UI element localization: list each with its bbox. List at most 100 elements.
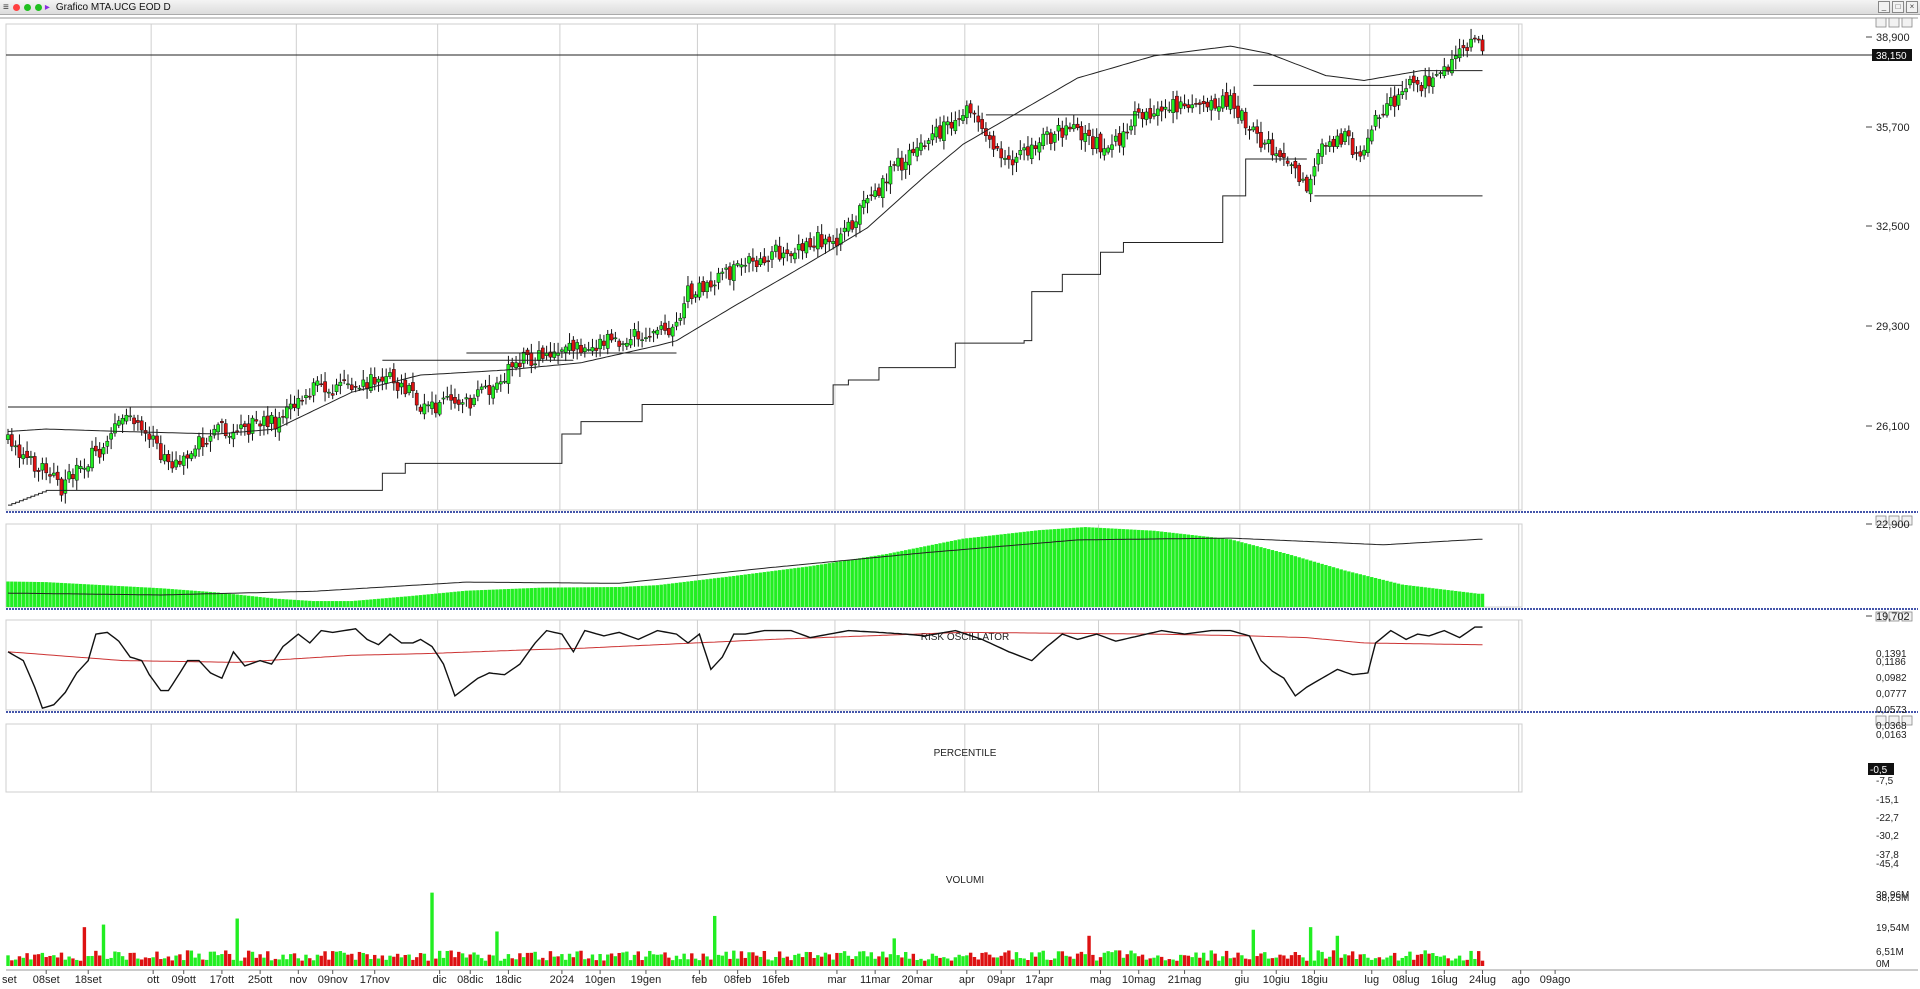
risk-oscillator-bar (468, 590, 472, 607)
percentile-title: PERCENTILE (934, 748, 997, 759)
candle-up (575, 342, 580, 350)
candle-up (174, 459, 178, 468)
risk-oscillator-bar (621, 586, 625, 607)
risk-oscillator-title: RISK OSCILLATOR (921, 632, 1010, 643)
x-axis-label: 17apr (1025, 974, 1053, 986)
risk-oscillator-bar (67, 583, 71, 607)
price-stop-line (8, 158, 1307, 506)
volume-bar-down (1091, 954, 1095, 966)
volume-bar-down (1259, 953, 1263, 966)
risk-oscillator-bar (1056, 528, 1061, 607)
candle-down (349, 384, 354, 391)
x-axis-label: 18set (75, 974, 102, 986)
price-panel-min-button[interactable] (1875, 17, 1887, 28)
risk-oscillator-bar (120, 586, 125, 607)
risk-oscillator-bar (52, 582, 56, 607)
risk-oscillator-bar (33, 581, 37, 607)
candle-up (1171, 99, 1175, 113)
risk-oscillator-bar (1163, 532, 1168, 607)
status-dot-green-2 (34, 3, 42, 11)
risk-oscillator-bar (552, 587, 556, 607)
volume-bar-up (674, 955, 679, 966)
volume-bar-down (246, 950, 251, 966)
x-axis-label: 19gen (631, 974, 662, 986)
risk-oscillator-bar (667, 583, 671, 607)
volume-panel-close-button[interactable] (1901, 715, 1913, 726)
volume-panel-min-button[interactable] (1875, 715, 1887, 726)
price-panel-frame (5, 23, 1523, 511)
candle-down (158, 443, 163, 460)
volume-bar-up (648, 950, 652, 966)
risk-oscillator-bar (101, 585, 106, 607)
percentile-panel-close-button[interactable] (1901, 611, 1913, 622)
volume-panel-max-button[interactable] (1888, 715, 1900, 726)
risk-oscillator-bar (896, 551, 900, 607)
candle-down (709, 280, 713, 288)
candle-up (460, 402, 465, 405)
candle-down (663, 322, 667, 331)
candle-up (823, 238, 828, 245)
price-panel-close-button[interactable] (1901, 17, 1913, 28)
risk-oscillator-bar (1137, 529, 1141, 607)
volume-bar-up (1461, 960, 1466, 966)
x-axis-label: 10giu (1263, 974, 1290, 986)
risk-oscillator-bar (590, 587, 595, 607)
volume-bar-up (766, 959, 770, 966)
risk-oscillator-bar (1060, 528, 1065, 607)
oscillator-panel-min-button[interactable] (1875, 515, 1887, 526)
volume-bar-up (1221, 956, 1225, 966)
volume-bar-up (816, 955, 820, 966)
volume-bar-down (1446, 958, 1450, 966)
percentile-panel-max-button[interactable] (1888, 611, 1900, 622)
risk-oscillator-bar (934, 544, 938, 607)
volume-bar-down (1125, 954, 1129, 966)
volume-bar-up (1469, 950, 1473, 966)
candle-down (254, 419, 259, 422)
menu-icon[interactable]: ≡ (3, 1, 9, 13)
price-panel-max-button[interactable] (1888, 17, 1900, 28)
volume-bar-down (25, 953, 29, 966)
volume-bar-down (984, 952, 988, 966)
maximize-button[interactable]: □ (1892, 1, 1904, 13)
candle-up (1064, 125, 1068, 136)
risk-oscillator-bar (926, 545, 931, 607)
volume-bar-up (552, 956, 556, 966)
volume-bar-up (1404, 955, 1408, 966)
candle-down (808, 238, 813, 248)
volume-bar-up (1251, 929, 1256, 966)
volume-bar-up (1473, 958, 1477, 966)
volume-bar-up (858, 951, 862, 966)
oscillator-panel-max-button[interactable] (1888, 515, 1900, 526)
volume-bar-up (1328, 956, 1332, 966)
minimize-button[interactable]: _ (1878, 1, 1890, 13)
risk-oscillator-bar (201, 591, 205, 607)
candle-up (1316, 153, 1321, 165)
candle-down (17, 444, 22, 458)
candle-up (21, 454, 26, 460)
oscillator-panel-close-button[interactable] (1901, 515, 1913, 526)
risk-oscillator-bar (613, 587, 618, 607)
risk-oscillator-bar (575, 587, 579, 607)
volume-bar-up (13, 959, 18, 966)
candle-down (1461, 45, 1466, 49)
risk-oscillator-bar (48, 582, 52, 607)
risk-oscillator-bar (640, 585, 644, 607)
risk-oscillator-bar (1087, 527, 1091, 607)
arrow-right-icon[interactable]: ▸ (44, 1, 50, 13)
percentile-panel-min-button[interactable] (1875, 611, 1887, 622)
risk-oscillator-bar (109, 585, 113, 607)
volume-bar-up (1438, 956, 1443, 966)
volume-bar-up (296, 958, 301, 966)
candle-down (1068, 126, 1072, 130)
candle-up (441, 397, 446, 400)
risk-oscillator-bar (418, 595, 423, 607)
volume-bar-down (1358, 954, 1362, 966)
candle-down (32, 456, 37, 472)
volume-bar-up (713, 915, 717, 966)
volume-bar-down (59, 952, 64, 966)
candle-up (1366, 137, 1370, 154)
close-button[interactable]: × (1906, 1, 1918, 13)
candle-up (40, 463, 45, 471)
candle-down (1186, 104, 1191, 109)
volume-bar-up (1156, 955, 1160, 966)
